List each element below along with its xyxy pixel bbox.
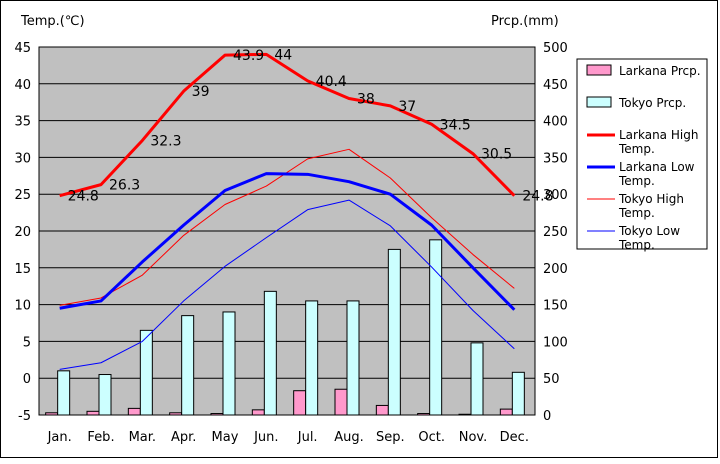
precip-bar bbox=[346, 300, 360, 416]
y-right-tick-label: 500 bbox=[543, 41, 568, 56]
y-right-axis-title: Prcp.(mm) bbox=[491, 14, 559, 29]
precip-bar bbox=[251, 409, 265, 416]
precip-bar bbox=[470, 342, 484, 416]
precip-bar bbox=[334, 388, 348, 416]
y-left-tick-labels: 45 40 35 30 25 20 15 10 5 0 -5 bbox=[14, 41, 31, 424]
x-tick-label: Dec. bbox=[500, 430, 529, 445]
data-label: 24.8 bbox=[68, 189, 99, 205]
precip-bar bbox=[98, 374, 112, 416]
precip-bar bbox=[57, 370, 71, 416]
y-right-tick-label: 50 bbox=[543, 372, 560, 387]
y-right-tick-label: 100 bbox=[543, 335, 568, 350]
data-label: 37 bbox=[398, 99, 416, 115]
legend-label: Tokyo Prcp. bbox=[618, 96, 686, 110]
x-tick-labels: Jan. Feb. Mar. Apr. May Jun. Jul. Aug. Sep. Oct. N… bbox=[47, 430, 529, 445]
precip-bar bbox=[458, 413, 472, 416]
precip-bar bbox=[181, 315, 195, 416]
precip-bar bbox=[222, 311, 236, 416]
x-tick-label: Oct. bbox=[418, 430, 445, 445]
x-tick-label: Jun. bbox=[253, 430, 278, 445]
precip-bar bbox=[139, 329, 153, 416]
y-right-tick-label: 250 bbox=[543, 225, 568, 240]
precip-bar bbox=[86, 410, 100, 416]
y-right-tick-label: 0 bbox=[543, 409, 551, 424]
precip-bar bbox=[127, 407, 141, 416]
precip-bar bbox=[375, 404, 389, 416]
precip-bar bbox=[387, 248, 401, 416]
temp-line bbox=[59, 172, 516, 311]
precip-bar bbox=[45, 412, 59, 416]
precip-bar bbox=[293, 390, 307, 416]
legend-swatch bbox=[586, 64, 612, 76]
legend-label: Temp. bbox=[618, 174, 655, 188]
y-left-axis-title: Temp.(℃) bbox=[20, 14, 85, 29]
legend-swatch bbox=[586, 96, 612, 108]
precip-bar bbox=[210, 413, 224, 416]
temp-line bbox=[59, 199, 515, 370]
legend-label: Larkana Prcp. bbox=[619, 64, 701, 78]
y-right-tick-label: 350 bbox=[543, 151, 568, 166]
x-tick-label: Nov. bbox=[459, 430, 488, 445]
y-left-tick-label: 10 bbox=[14, 299, 31, 314]
data-label: 44 bbox=[274, 47, 292, 63]
legend-label: Tokyo High bbox=[618, 192, 684, 206]
x-tick-label: Feb. bbox=[87, 430, 114, 445]
x-tick-label: May bbox=[212, 430, 239, 445]
data-label: 43.9 bbox=[233, 48, 264, 64]
x-tick-label: Aug. bbox=[334, 430, 364, 445]
data-label: 24.8 bbox=[522, 189, 553, 205]
data-label: 38 bbox=[357, 92, 375, 108]
legend-label: Larkana High bbox=[619, 128, 698, 142]
temp-line bbox=[59, 52, 516, 198]
x-tick-label: Jan. bbox=[47, 430, 72, 445]
precipitation-bars bbox=[45, 239, 525, 416]
y-right-tick-label: 300 bbox=[543, 188, 568, 203]
precip-bar bbox=[417, 413, 431, 416]
y-left-tick-label: 40 bbox=[14, 78, 31, 93]
precip-bar bbox=[263, 290, 277, 416]
precip-bar bbox=[499, 408, 513, 416]
data-label: 39 bbox=[192, 84, 210, 100]
y-left-tick-label: 25 bbox=[14, 188, 31, 203]
data-label: 40.4 bbox=[316, 74, 347, 90]
precip-bar bbox=[429, 239, 443, 416]
legend-label: Tokyo Low bbox=[618, 224, 680, 238]
legend-label: Temp. bbox=[618, 238, 655, 252]
legend-label: Larkana Low bbox=[619, 160, 695, 174]
y-right-tick-label: 450 bbox=[543, 78, 568, 93]
data-label: 26.3 bbox=[109, 178, 140, 194]
legend-box bbox=[576, 58, 708, 250]
data-label: 30.5 bbox=[481, 147, 512, 163]
y-left-tick-label: 0 bbox=[23, 372, 31, 387]
y-left-tick-label: 20 bbox=[14, 225, 31, 240]
data-label: 32.3 bbox=[150, 133, 181, 149]
y-right-tick-label: 200 bbox=[543, 262, 568, 277]
y-left-tick-label: 35 bbox=[14, 115, 31, 130]
temperature-lines bbox=[59, 52, 516, 370]
legend-label: Temp. bbox=[618, 142, 655, 156]
y-right-tick-label: 400 bbox=[543, 115, 568, 130]
y-left-tick-label: -5 bbox=[18, 409, 31, 424]
x-tick-label: Sep. bbox=[376, 430, 405, 445]
y-right-tick-label: 150 bbox=[543, 299, 568, 314]
gridlines bbox=[39, 83, 535, 379]
y-left-tick-label: 45 bbox=[14, 41, 31, 56]
data-label: 34.5 bbox=[440, 117, 471, 133]
x-tick-label: Mar. bbox=[129, 430, 156, 445]
y-left-tick-label: 30 bbox=[14, 151, 31, 166]
precip-bar bbox=[169, 412, 183, 416]
x-tick-label: Apr. bbox=[171, 430, 196, 445]
precip-bar bbox=[305, 300, 319, 416]
legend: Larkana Prcp.Tokyo Prcp.Larkana HighTemp… bbox=[586, 64, 701, 252]
y-left-tick-label: 15 bbox=[14, 262, 31, 277]
y-left-tick-label: 5 bbox=[23, 335, 31, 350]
legend-label: Temp. bbox=[618, 206, 655, 220]
precip-bar bbox=[511, 371, 525, 416]
x-tick-label: Jul. bbox=[297, 430, 318, 445]
data-labels: 24.8 26.3 32.3 39 43.9 44 40.4 38 37 34.5 30.5 24.8 bbox=[68, 47, 554, 204]
